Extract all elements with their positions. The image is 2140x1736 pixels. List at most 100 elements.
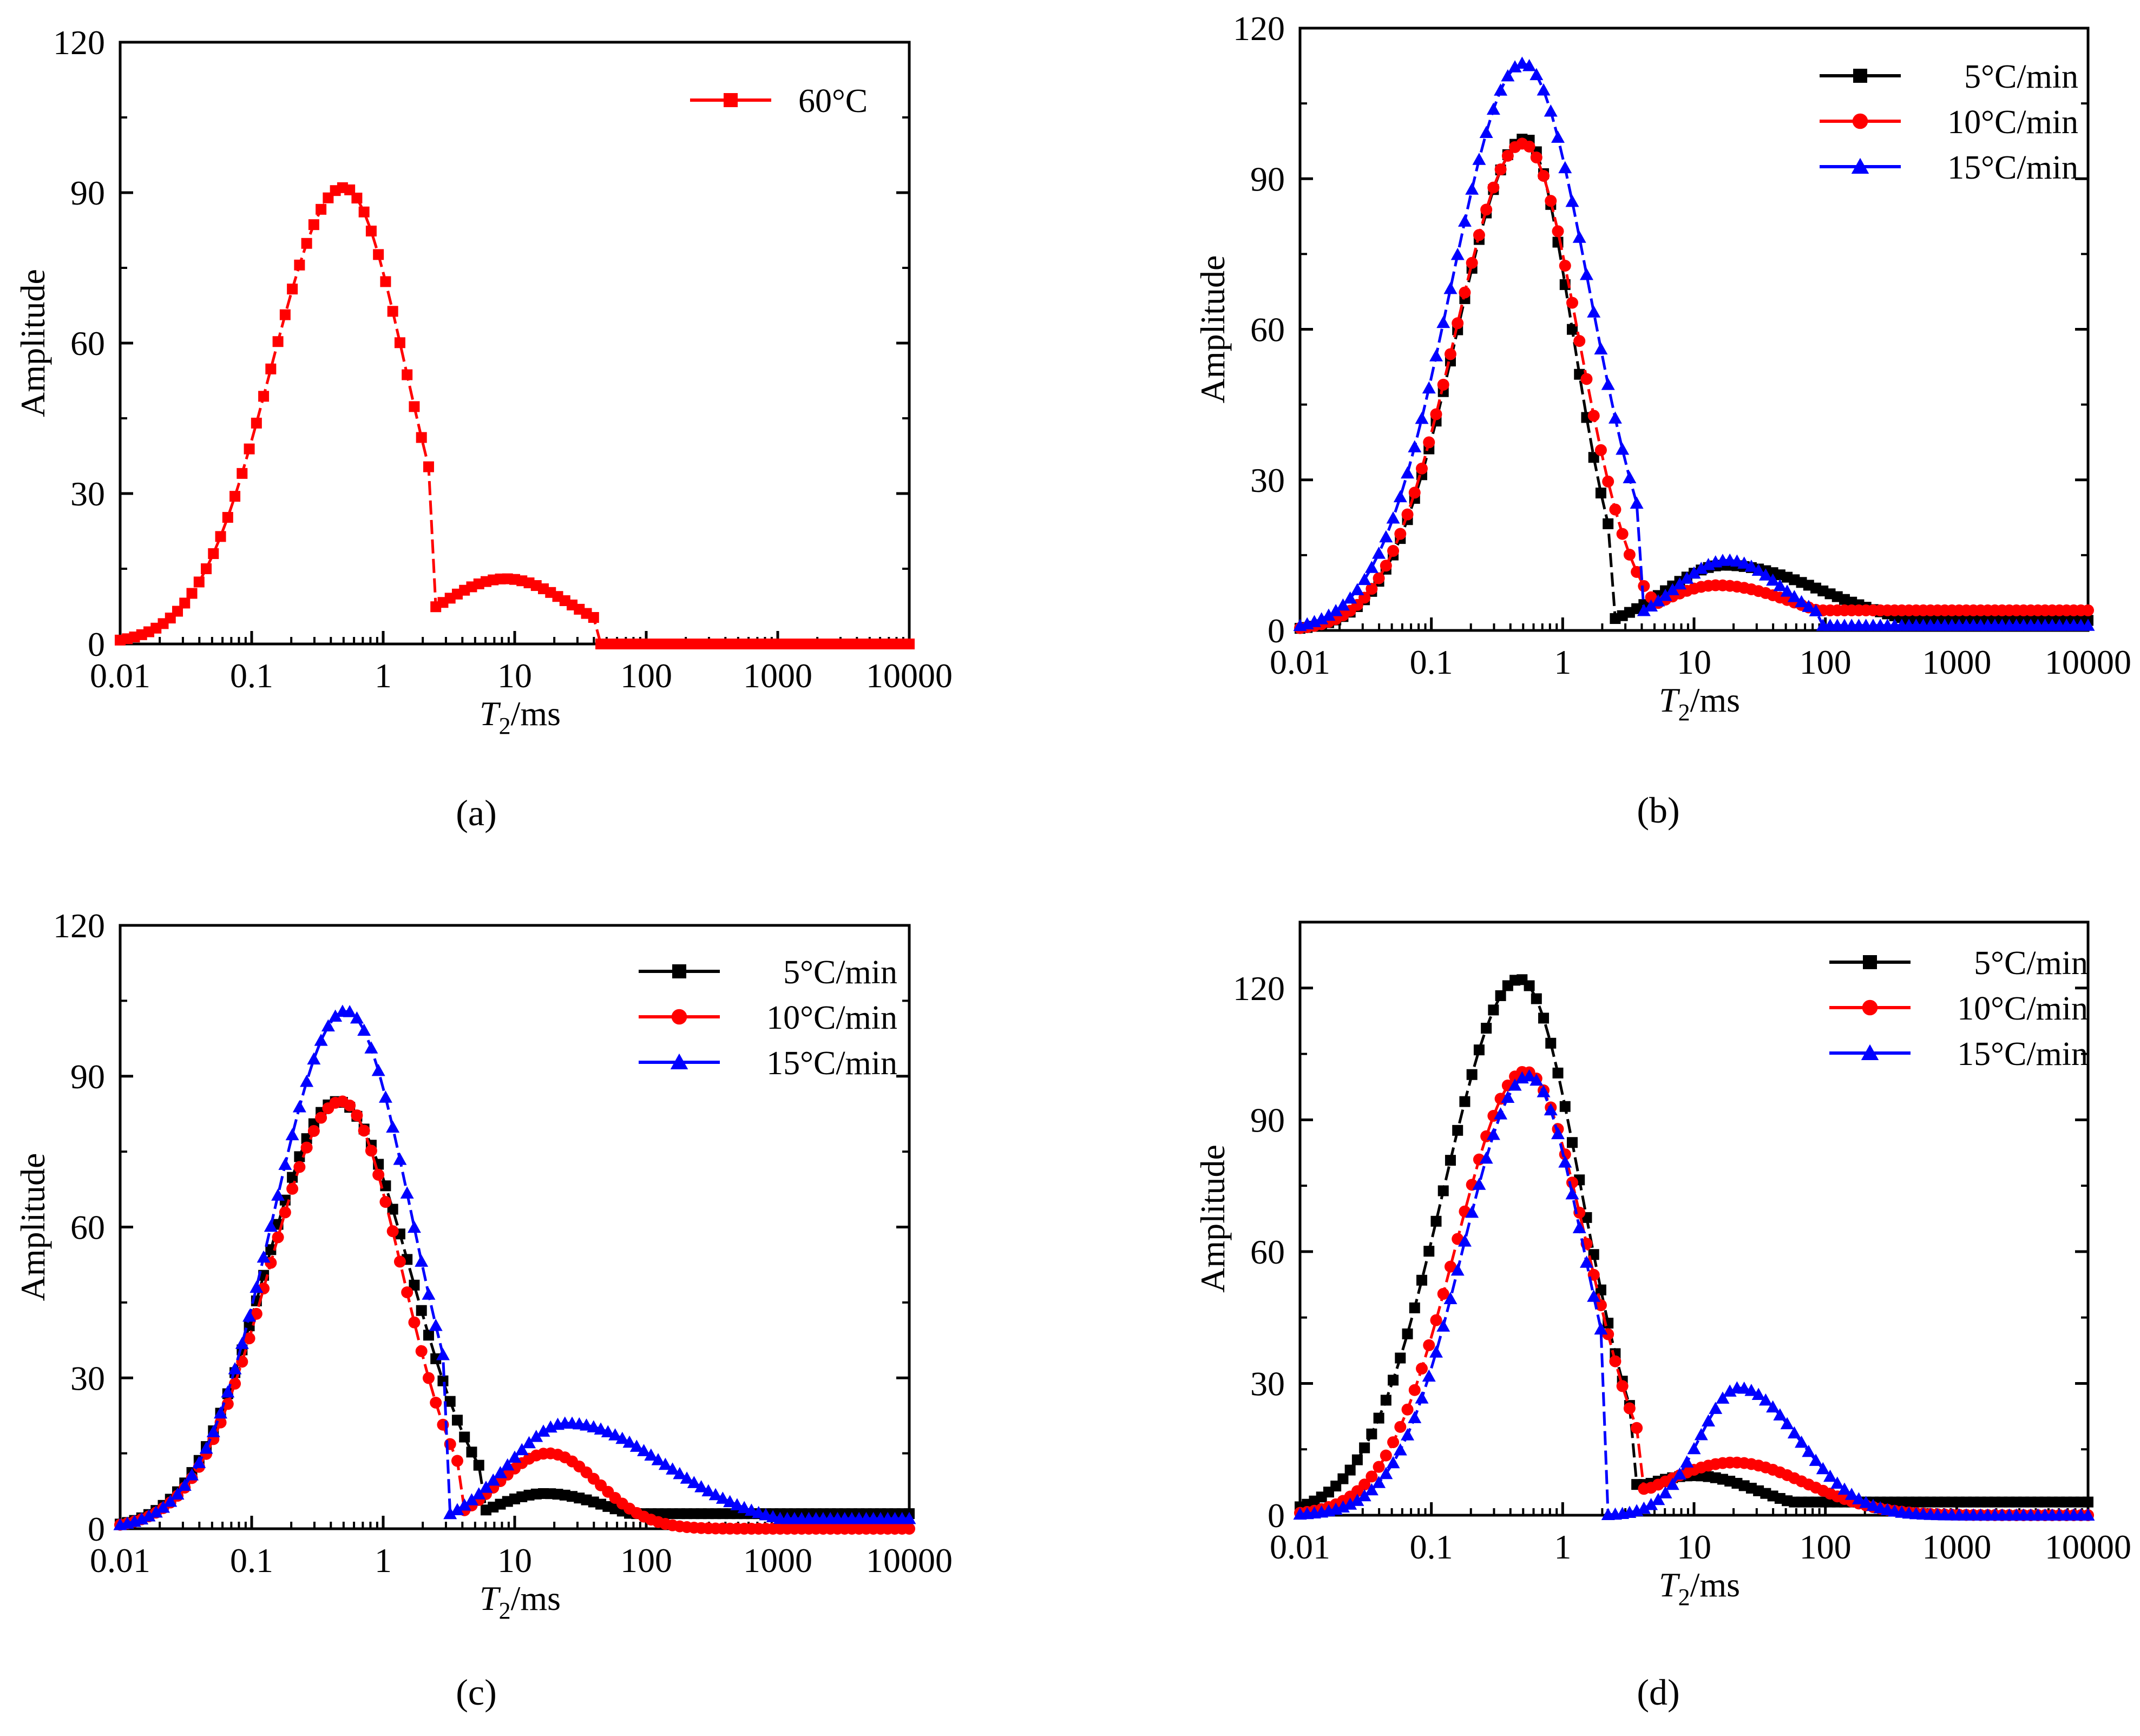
data-point xyxy=(1552,225,1564,238)
data-point xyxy=(459,1431,470,1443)
x-tick-label: 10 xyxy=(497,1541,532,1580)
data-point xyxy=(644,1448,658,1461)
legend-label: 15°C/min xyxy=(766,1045,897,1082)
data-point xyxy=(1573,335,1586,347)
data-point xyxy=(422,1372,435,1384)
data-point xyxy=(1687,566,1701,579)
data-point xyxy=(300,1141,313,1154)
data-point xyxy=(1687,1442,1701,1455)
data-point xyxy=(1466,257,1478,269)
data-point xyxy=(1559,260,1571,272)
x-tick-label: 1 xyxy=(375,1541,392,1580)
data-point xyxy=(315,1112,327,1124)
data-point xyxy=(206,1425,220,1437)
data-point xyxy=(723,1495,737,1508)
data-point xyxy=(464,1493,478,1505)
data-point xyxy=(321,1019,335,1032)
data-point xyxy=(1565,194,1579,207)
data-point xyxy=(142,1509,156,1522)
data-point xyxy=(422,1287,436,1300)
data-point xyxy=(1623,471,1637,483)
x-tick-label: 0.01 xyxy=(90,1541,150,1580)
chart-panel-a: 0.01 0.1 1 10 100 1000 10000 0 30 60 90 120 T2/ms Amp… xyxy=(14,23,953,833)
data-point xyxy=(1423,436,1435,449)
data-point xyxy=(278,1158,292,1170)
data-point xyxy=(1530,151,1542,163)
data-point xyxy=(1744,560,1758,572)
data-point xyxy=(1409,1302,1420,1313)
y-tick-label: 0 xyxy=(1268,611,1285,650)
data-point xyxy=(1658,1486,1672,1498)
data-point xyxy=(402,369,413,380)
data-point xyxy=(1450,248,1465,260)
data-point xyxy=(430,1397,442,1409)
x-axis-label: T2/ms xyxy=(480,694,561,739)
x-tick-label: 100 xyxy=(1800,643,1852,681)
data-point xyxy=(292,1100,306,1113)
x-axis-label-symbol: T xyxy=(1659,1566,1681,1604)
data-point xyxy=(437,1375,449,1386)
data-point xyxy=(1673,577,1687,590)
data-point xyxy=(694,1480,708,1492)
data-point xyxy=(272,336,284,347)
data-point xyxy=(1623,1402,1636,1415)
data-point xyxy=(472,1487,486,1500)
data-point xyxy=(1609,503,1622,516)
legend-marker xyxy=(670,1053,688,1069)
data-point xyxy=(1430,408,1442,420)
y-tick-label: 90 xyxy=(1250,1101,1285,1139)
data-point xyxy=(1844,1488,1859,1500)
data-point xyxy=(416,432,427,443)
data-point xyxy=(1357,1489,1371,1502)
data-point xyxy=(358,1125,370,1137)
data-point xyxy=(1452,1233,1464,1245)
legend-label: 10°C/min xyxy=(1957,990,2088,1027)
legend-entry: 10°C/min xyxy=(639,999,897,1036)
data-point xyxy=(314,1034,328,1046)
data-point xyxy=(393,1153,407,1165)
x-axis-label-subscript: 2 xyxy=(1678,1584,1690,1610)
x-tick-label: 100 xyxy=(620,656,672,695)
data-point xyxy=(1529,1073,1544,1086)
data-point xyxy=(1852,1492,1866,1504)
x-axis-label: T2/ms xyxy=(1659,1566,1740,1610)
data-point xyxy=(904,639,915,649)
data-point xyxy=(1579,1255,1593,1268)
data-point xyxy=(172,606,183,617)
data-point xyxy=(287,1172,298,1183)
data-point xyxy=(1501,1090,1515,1103)
data-point xyxy=(1443,1292,1458,1304)
data-point xyxy=(1608,411,1622,424)
y-tick-label: 30 xyxy=(70,475,105,513)
x-tick-label: 1000 xyxy=(743,656,812,695)
x-tick-label: 0.1 xyxy=(1410,1528,1453,1566)
data-point xyxy=(666,1462,680,1475)
data-point xyxy=(1631,1422,1643,1434)
data-point xyxy=(1372,1476,1386,1488)
data-point xyxy=(408,1316,421,1329)
y-axis-label: Amplitude xyxy=(1193,1145,1232,1293)
data-point xyxy=(258,391,270,402)
x-tick-label: 10 xyxy=(497,656,532,695)
data-point xyxy=(1723,1384,1737,1397)
data-point xyxy=(1366,1470,1378,1483)
data-point xyxy=(1430,1215,1442,1227)
data-point xyxy=(242,1309,257,1322)
data-point xyxy=(1395,1352,1406,1364)
data-point xyxy=(1566,1176,1578,1189)
data-point xyxy=(493,1466,507,1478)
legend-label: 5°C/min xyxy=(1974,945,2088,982)
data-point xyxy=(715,1491,730,1504)
data-point xyxy=(1609,1355,1622,1367)
data-point xyxy=(1387,1436,1400,1449)
data-point xyxy=(1572,231,1586,243)
legend-entry: 15°C/min xyxy=(1829,1036,2088,1073)
data-point xyxy=(522,1436,536,1449)
data-point xyxy=(1450,1263,1465,1276)
data-point xyxy=(1830,1476,1844,1489)
x-axis-label-symbol: T xyxy=(480,694,501,733)
y-tick-label: 90 xyxy=(70,1057,105,1096)
x-tick-label: 0.1 xyxy=(1410,643,1453,681)
data-point xyxy=(229,491,241,502)
